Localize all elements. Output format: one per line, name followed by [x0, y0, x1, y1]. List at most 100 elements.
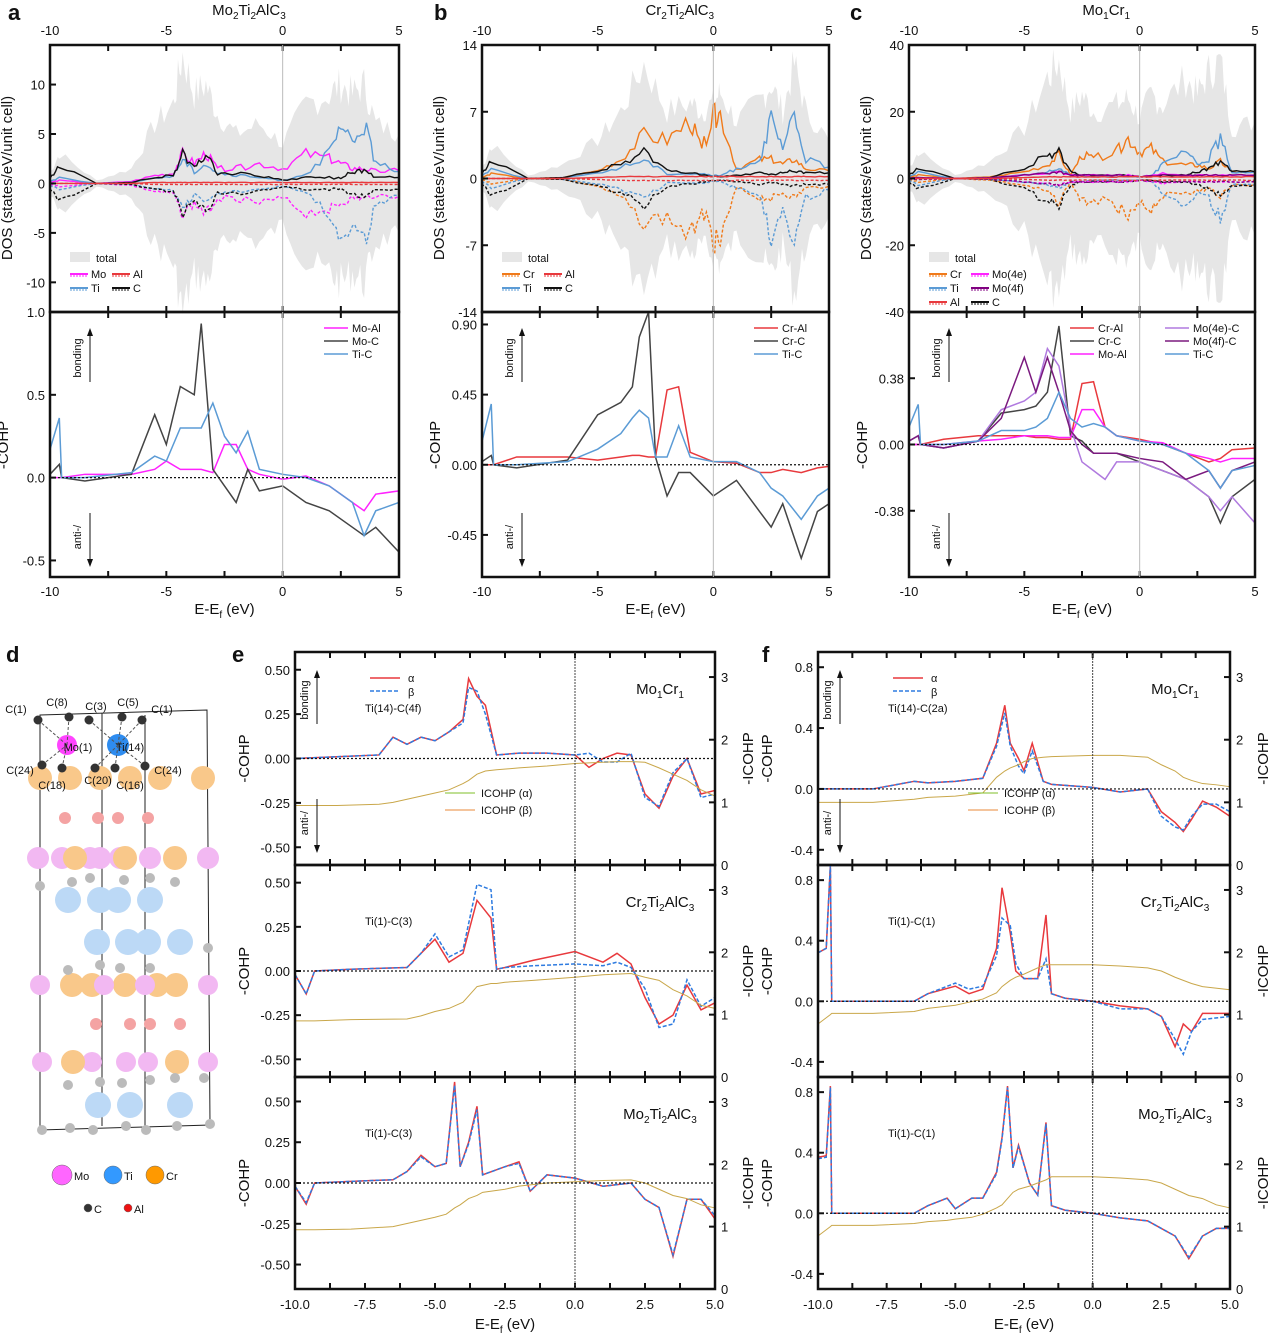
series-Al-spin-down-line	[909, 177, 1256, 182]
c-atom	[141, 1125, 151, 1135]
atom-label: C(1)	[151, 704, 172, 716]
cr-atom	[61, 1050, 85, 1074]
legend-total-label: total	[955, 253, 976, 265]
legend-Cr-Al-label: Cr-Al	[782, 323, 807, 335]
legend-Cr-C-label: Cr-C	[1098, 336, 1121, 348]
top-x-tick-label: -5	[1019, 23, 1031, 38]
c-atom-highlight	[57, 763, 67, 773]
bond-line	[61, 744, 68, 769]
legend-Ti-label: Ti	[124, 1171, 133, 1183]
y2-tick-label: 1	[721, 795, 728, 810]
y-tick-label: -14	[458, 305, 477, 320]
panel-label-f: f	[762, 642, 770, 667]
y2-tick-label: 3	[1236, 670, 1243, 685]
legend-Mo-Al-label: Mo-Al	[352, 323, 381, 335]
bonding-arrow-head	[837, 670, 843, 678]
panel-e1: 0 1 2 3 -0.50 -0.25 0.00 0.25 0.50 Mo1​Cr1​ Ti(14)…	[236, 650, 757, 873]
mo-atom	[94, 975, 114, 995]
ti-atom	[117, 1092, 143, 1118]
atom-label: C(24)	[154, 765, 182, 777]
y-tick-label: 0	[38, 176, 45, 191]
series-icohp-line	[295, 1179, 716, 1231]
y2-tick-label: 3	[721, 883, 728, 898]
cr-atom	[148, 766, 172, 790]
legend-Ti-label: Ti	[91, 283, 100, 295]
c-atom-highlight	[37, 760, 47, 770]
y-tick-label: -20	[885, 238, 904, 253]
x-tick-label: 5.0	[1221, 1297, 1239, 1312]
x-axis-label: E-Ef (eV)	[194, 601, 254, 621]
y2-tick-label: 0	[721, 858, 728, 873]
panel-a-cohp: -0.5 0.0 0.5 1.0 -10 -5 0 5 E-Ef (eV) -COHP bondin…	[0, 305, 403, 621]
series-Mo-Al-line	[909, 408, 1255, 463]
series-Ti-spin-down-line	[908, 177, 1256, 224]
y2-tick-label: 2	[1236, 733, 1243, 748]
x-tick-label: -10	[900, 584, 919, 599]
series-icohp-line	[818, 754, 1231, 803]
legend-total-label: total	[528, 253, 549, 265]
c-atom	[119, 875, 129, 885]
y-tick-label: 0.00	[452, 458, 477, 473]
y-tick-label: 0.0	[795, 1206, 813, 1221]
top-x-tick-label: -5	[592, 23, 604, 38]
x-tick-label: 5	[825, 584, 832, 599]
y-tick-label: -7	[465, 238, 477, 253]
y-axis-label: -COHP	[759, 734, 776, 782]
atom-label: C(5)	[117, 697, 138, 709]
series-Mo(4f)-C-line	[908, 354, 1256, 490]
c-atom-highlight	[64, 712, 74, 722]
y-tick-label: 0.50	[265, 876, 290, 891]
mo-atom	[116, 1052, 136, 1072]
y-tick-label: -0.4	[791, 1055, 813, 1070]
atom-label: C(18)	[38, 780, 66, 792]
bond-line	[114, 744, 119, 769]
panel-f1: 0 1 2 3 -0.4 0.0 0.4 0.8 Mo1​Cr1​ Ti(14)-C(2a) -CO…	[759, 650, 1268, 873]
series-total-dos	[909, 48, 1255, 309]
bonding-annotation: bonding	[931, 338, 943, 377]
c-atom	[145, 873, 155, 883]
c-atom	[85, 873, 95, 883]
legend-Ti-label: Ti	[950, 283, 959, 295]
y-axis-label: -COHP	[427, 421, 444, 469]
legend-beta-label: β	[408, 687, 414, 699]
y2-tick-label: 3	[1236, 1095, 1243, 1110]
x-axis-label: E-Ef (eV)	[625, 601, 685, 621]
x-tick-label: 0	[279, 584, 286, 599]
c-atom	[199, 1073, 209, 1083]
bond-line	[41, 744, 68, 766]
x-tick-label: -5.0	[424, 1297, 446, 1312]
c-atom	[115, 963, 125, 973]
panel-b-cohp: -0.45 0.00 0.45 0.90 -10 -5 0 5 E-Ef (eV) -COHP bo…	[427, 310, 833, 621]
c-atom-highlight	[33, 715, 43, 725]
antibonding-annotation: anti-/	[931, 524, 943, 549]
bonding-annotation: bonding	[299, 680, 311, 719]
y2-tick-label: 1	[1236, 1220, 1243, 1235]
y-tick-label: -0.5	[23, 553, 45, 568]
legend-Al-label: Al	[950, 297, 960, 309]
y2-tick-label: 3	[721, 670, 728, 685]
top-x-tick-label: 0	[710, 23, 717, 38]
c-atom-highlight	[110, 763, 120, 773]
top-x-tick-label: 0	[1136, 23, 1143, 38]
bonding-arrow-head	[314, 670, 320, 678]
y-tick-label: -0.25	[260, 1217, 290, 1232]
series-Cr-Al-line	[909, 380, 1256, 463]
c-atom	[121, 1121, 131, 1131]
legend-alpha-label: α	[408, 673, 415, 685]
c-atom	[67, 877, 77, 887]
y-tick-label: 5	[38, 127, 45, 142]
atom-label: Ti(14)	[116, 742, 144, 754]
y2-axis-label: -ICOHP	[740, 1157, 757, 1210]
bond-line	[88, 719, 119, 746]
mo-atom	[138, 1052, 158, 1072]
y-tick-label: -0.4	[791, 843, 813, 858]
legend-icohp-beta-label: ICOHP (β)	[481, 805, 532, 817]
panel-a-dos: -10 -5 0 5 10 Mo2​Ti2​AlC3​ -10 -5 0 5 DOS (states…	[0, 2, 403, 315]
series-total-dos	[482, 51, 829, 306]
y2-axis-label: -ICOHP	[1255, 945, 1268, 998]
panel-e2: 0 1 2 3 -0.50 -0.25 0.00 0.25 0.50 Cr2​Ti2​AlC3​ T…	[236, 863, 757, 1085]
cr-atom	[163, 846, 187, 870]
legend-Ti-label: Ti	[523, 283, 532, 295]
series-α-line	[817, 864, 1230, 1049]
